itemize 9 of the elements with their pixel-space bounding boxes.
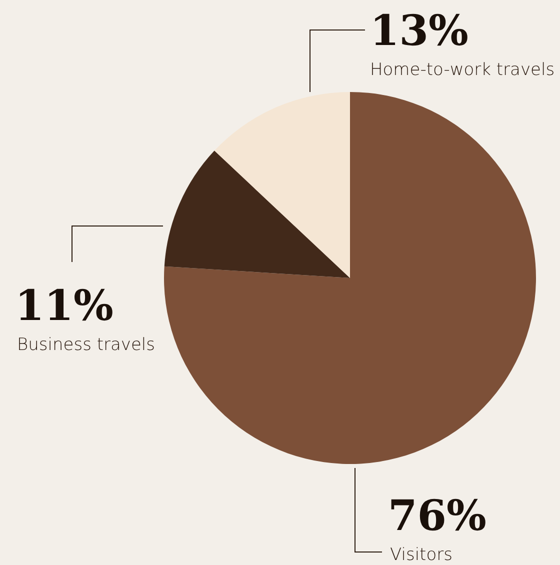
slice-label: Business travels [17, 335, 156, 355]
pie-slice [164, 150, 350, 278]
data-label: 13% [370, 6, 468, 55]
pie-slice [164, 92, 536, 464]
slice-label: Home-to-work travels [370, 60, 555, 80]
pie-slice [214, 92, 350, 278]
data-label: 76% [388, 491, 486, 540]
data-label: 11% [15, 281, 114, 330]
slice-label: Visitors [390, 545, 452, 565]
